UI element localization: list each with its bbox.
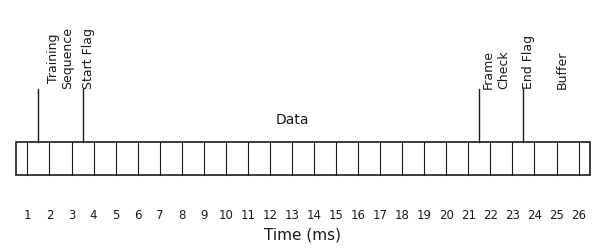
Text: Start Flag: Start Flag: [82, 28, 95, 88]
Bar: [16, 143, 590, 175]
Text: Training
Sequence: Training Sequence: [47, 27, 74, 88]
Text: End Flag: End Flag: [523, 34, 535, 88]
Text: Frame
Check: Frame Check: [482, 50, 510, 88]
Text: Buffer: Buffer: [556, 50, 569, 88]
X-axis label: Time (ms): Time (ms): [265, 226, 341, 241]
Text: Data: Data: [275, 113, 309, 127]
